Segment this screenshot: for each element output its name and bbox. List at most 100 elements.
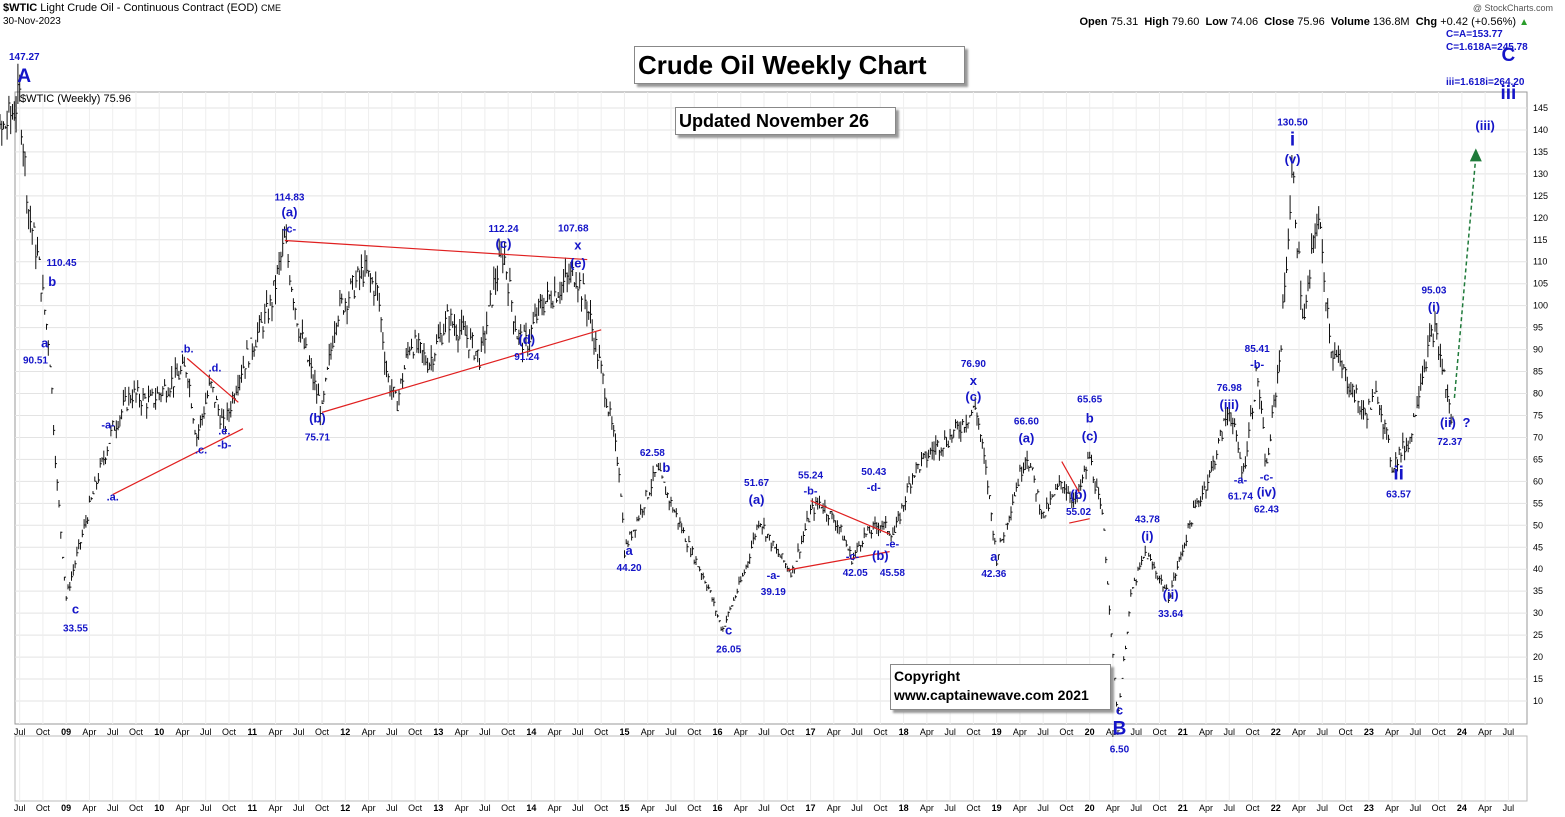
x-tick-label: 16 — [712, 727, 722, 737]
wave-label: c — [72, 602, 79, 617]
wave-label: -a- — [767, 570, 781, 582]
x-tick-label: Apr — [82, 727, 96, 737]
y-tick-label: 10 — [1533, 696, 1543, 706]
x-tick-label: Apr — [455, 727, 469, 737]
x-tick-label: Jul — [758, 727, 770, 737]
wave-label: i — [1290, 130, 1295, 151]
high-value: 79.60 — [1171, 16, 1200, 28]
x-tick-label-lower: 18 — [899, 803, 909, 813]
y-tick-label: 95 — [1533, 323, 1543, 333]
wave-label: (a) — [1018, 430, 1034, 445]
y-tick-label: 80 — [1533, 389, 1543, 399]
x-tick-label: Jul — [1037, 727, 1049, 737]
wave-label: c — [1116, 702, 1123, 717]
y-tick-label: 70 — [1533, 432, 1543, 442]
x-tick-label: Apr — [1199, 727, 1213, 737]
x-tick-label: Jul — [1223, 727, 1235, 737]
x-tick-label: Oct — [408, 727, 423, 737]
x-tick-label: Apr — [1106, 727, 1120, 737]
y-tick-label: 20 — [1533, 652, 1543, 662]
x-tick-label: Jul — [572, 727, 584, 737]
wave-label: 72.37 — [1437, 437, 1462, 448]
x-tick-label: Oct — [594, 727, 609, 737]
wave-label: 33.55 — [63, 624, 88, 635]
x-tick-label-lower: 15 — [619, 803, 629, 813]
x-tick-label: Apr — [1013, 727, 1027, 737]
x-tick-label-lower: Oct — [408, 803, 423, 813]
wave-label: 26.05 — [716, 644, 741, 655]
wave-label: .a. — [107, 492, 119, 504]
wave-label: .d. — [209, 363, 222, 375]
x-tick-label-lower: Oct — [1059, 803, 1074, 813]
wave-label: -e- — [886, 538, 900, 550]
price-bars — [0, 63, 1455, 714]
x-tick-label-lower: Jul — [386, 803, 398, 813]
x-tick-label: 13 — [433, 727, 443, 737]
wave-label: 61.74 — [1228, 492, 1253, 503]
x-tick-label-lower: Jul — [1037, 803, 1049, 813]
wave-label: C — [1502, 45, 1516, 66]
y-tick-label: 105 — [1533, 279, 1548, 289]
wave-label: ii — [1393, 464, 1404, 485]
target-3: iii=1.618i=264.20 — [1446, 77, 1525, 88]
x-tick-label-lower: Apr — [362, 803, 376, 813]
x-tick-label-lower: Oct — [1152, 803, 1167, 813]
x-tick-label-lower: Jul — [1130, 803, 1142, 813]
x-tick-label-lower: Oct — [1246, 803, 1261, 813]
price-panel-frame — [14, 91, 1528, 725]
x-tick-label-lower: Jul — [1410, 803, 1422, 813]
wave-label: -c- — [1260, 472, 1274, 484]
lower-panel-frame — [14, 735, 1528, 802]
wave-label: b — [1086, 411, 1094, 426]
wave-label: -b- — [804, 485, 818, 497]
wave-label: .e. — [218, 426, 230, 438]
y-tick-label: 60 — [1533, 476, 1543, 486]
symbol: $WTIC — [3, 2, 38, 14]
x-tick-label: 15 — [619, 727, 629, 737]
open-value: 75.31 — [1110, 16, 1139, 28]
wave-label: -c- — [846, 551, 860, 563]
wave-label: 62.58 — [640, 448, 665, 459]
x-tick-label-lower: 13 — [433, 803, 443, 813]
x-tick-label-lower: Apr — [548, 803, 562, 813]
wave-label: -d- — [867, 482, 881, 494]
y-tick-label: 65 — [1533, 454, 1543, 464]
x-tick-label-lower: 16 — [712, 803, 722, 813]
x-tick-label: 11 — [248, 727, 258, 737]
wave-label: 95.03 — [1421, 285, 1446, 296]
wave-label: (e) — [570, 256, 586, 271]
x-tick-label-lower: Jul — [665, 803, 677, 813]
series-legend: $WTIC (Weekly) 75.96 — [20, 93, 132, 105]
wave-label: 76.90 — [961, 359, 986, 370]
x-tick-label: 18 — [899, 727, 909, 737]
y-tick-label: 50 — [1533, 520, 1543, 530]
x-tick-label-lower: Oct — [594, 803, 609, 813]
projection-arrowhead-icon — [1469, 148, 1482, 162]
x-tick-label-lower: 20 — [1085, 803, 1095, 813]
wave-label: 110.45 — [46, 258, 76, 269]
wave-label: -a- — [1234, 475, 1248, 487]
change-value: +0.42 (+0.56%) — [1440, 16, 1517, 28]
x-tick-label: Jul — [479, 727, 491, 737]
wave-label: a — [990, 549, 998, 564]
x-tick-label-lower: 19 — [992, 803, 1002, 813]
x-tick-label-lower: Jul — [293, 803, 305, 813]
wave-label: 39.19 — [761, 587, 786, 598]
y-tick-label: 135 — [1533, 147, 1548, 157]
updated-label: Updated November 26 — [675, 107, 896, 135]
wave-label: B — [1113, 718, 1127, 739]
x-tick-label: Oct — [1432, 727, 1447, 737]
wave-label: -a- — [101, 420, 115, 432]
y-tick-label: 25 — [1533, 630, 1543, 640]
x-tick-label: 12 — [340, 727, 350, 737]
x-tick-label-lower: 10 — [154, 803, 164, 813]
x-tick-label: Jul — [14, 727, 26, 737]
x-tick-label: 21 — [1178, 727, 1188, 737]
wave-label: (iii) — [1220, 397, 1240, 412]
x-tick-label: Oct — [222, 727, 237, 737]
x-tick-label-lower: Apr — [1106, 803, 1120, 813]
x-tick-label: Apr — [1478, 727, 1492, 737]
x-tick-label: Oct — [36, 727, 51, 737]
x-tick-label: 22 — [1271, 727, 1281, 737]
wave-label: (c) — [496, 236, 512, 251]
